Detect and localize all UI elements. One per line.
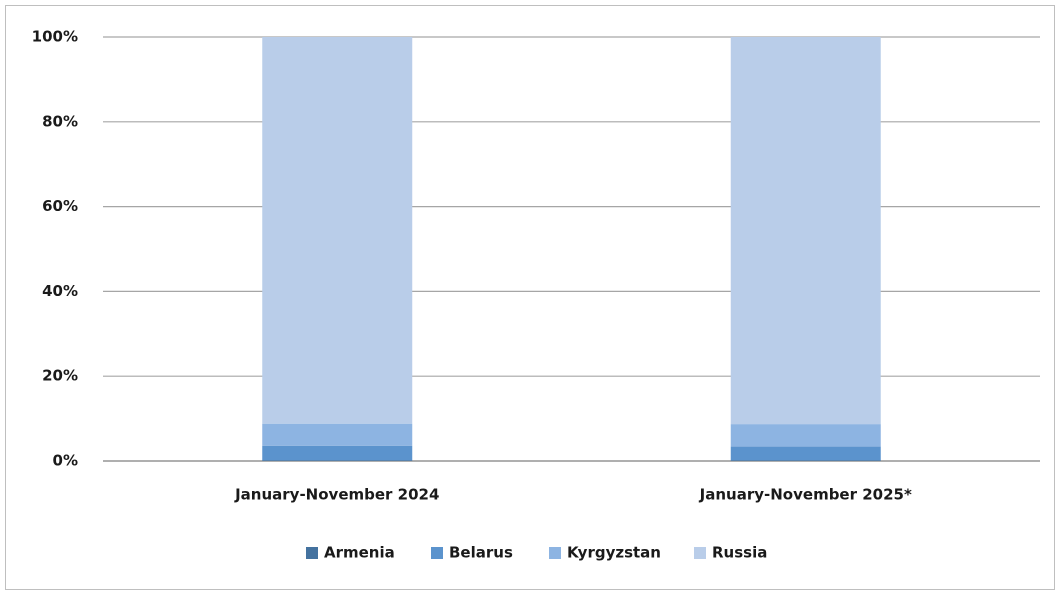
- x-tick-label: January-November 2024: [234, 486, 439, 504]
- y-tick-label: 0%: [53, 452, 78, 470]
- legend-swatch: [431, 547, 443, 559]
- legend-label: Armenia: [324, 544, 395, 562]
- y-tick-label: 60%: [42, 197, 78, 215]
- legend-swatch: [549, 547, 561, 559]
- x-tick-label: January-November 2025*: [699, 486, 912, 504]
- y-tick-label: 40%: [42, 282, 78, 300]
- y-tick-label: 100%: [32, 28, 78, 46]
- legend-label: Kyrgyzstan: [567, 544, 661, 562]
- legend-label: Belarus: [449, 544, 513, 562]
- bar-segment: [262, 445, 413, 461]
- bar-segment: [262, 37, 413, 424]
- bar-segment: [730, 424, 881, 447]
- bar-segment: [730, 446, 881, 461]
- bar-segment: [262, 423, 413, 446]
- bar-segment: [730, 37, 881, 425]
- bar-segment: [730, 460, 881, 461]
- bar-segment: [262, 460, 413, 461]
- legend-label: Russia: [712, 544, 767, 562]
- y-tick-label: 80%: [42, 112, 78, 130]
- legend-swatch: [306, 547, 318, 559]
- legend-swatch: [694, 547, 706, 559]
- y-tick-label: 20%: [42, 367, 78, 385]
